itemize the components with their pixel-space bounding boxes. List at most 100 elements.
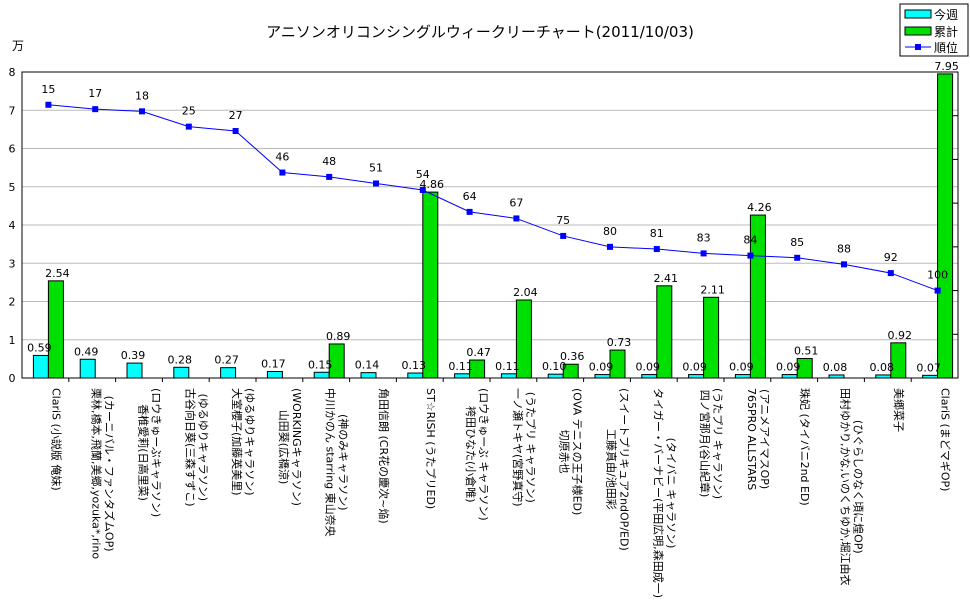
label-total: 2.11 bbox=[700, 283, 725, 296]
label-rank: 92 bbox=[884, 251, 898, 264]
label-weekly: 0.09 bbox=[729, 361, 754, 374]
bar-weekly bbox=[734, 374, 751, 379]
rank-point bbox=[373, 180, 379, 187]
bar-weekly bbox=[547, 373, 564, 379]
y-tick-label: 6 bbox=[9, 143, 16, 156]
rank-point bbox=[607, 243, 613, 250]
label-total: 0.51 bbox=[794, 344, 819, 357]
x-label-line: ST☆RISH (うたプリED) bbox=[424, 388, 437, 509]
x-label-line: ClariS (小説版 俺妹) bbox=[49, 388, 63, 491]
label-rank: 81 bbox=[650, 227, 664, 240]
label-weekly: 0.15 bbox=[308, 358, 333, 371]
label-rank: 85 bbox=[790, 236, 804, 249]
x-label-line: 中川かのん starring 東山奈央 bbox=[324, 388, 338, 537]
bar-weekly bbox=[126, 362, 143, 379]
label-weekly: 0.14 bbox=[355, 359, 380, 372]
x-label-line: (アニメアイマスOP) bbox=[758, 389, 771, 489]
x-label-line: (うたプリ キャラソン) bbox=[711, 388, 724, 499]
x-label-line: (タイバニ キャラソン) bbox=[664, 438, 677, 549]
label-weekly: 0.11 bbox=[448, 360, 473, 373]
rank-polyline bbox=[48, 104, 938, 292]
label-rank: 18 bbox=[135, 89, 149, 102]
x-label: ClariS (小説版 俺妹) bbox=[49, 388, 63, 491]
bar-weekly bbox=[641, 374, 658, 379]
legend-label-rank: 順位 bbox=[934, 40, 958, 55]
label-rank: 84 bbox=[743, 234, 757, 247]
label-rank: 100 bbox=[927, 269, 948, 282]
rank-point bbox=[139, 108, 145, 115]
rank-point bbox=[653, 246, 660, 253]
x-label: 765PRO ALLSTARS (アニメアイマスOP) bbox=[745, 388, 771, 490]
label-rank: 54 bbox=[416, 168, 430, 181]
y-tick-label: 4 bbox=[9, 219, 16, 232]
x-label-line: 765PRO ALLSTARS bbox=[745, 388, 758, 490]
label-weekly: 0.49 bbox=[74, 345, 99, 358]
x-label-line: 美郷菜子 bbox=[892, 388, 906, 432]
legend-swatch-total bbox=[904, 26, 932, 36]
label-weekly: 0.59 bbox=[27, 341, 52, 354]
legend-label-total: 累計 bbox=[934, 24, 958, 39]
x-label: ST☆RISH (うたプリED) bbox=[424, 388, 437, 509]
label-weekly: 0.27 bbox=[214, 354, 239, 367]
bar-weekly bbox=[173, 366, 190, 379]
label-weekly: 0.39 bbox=[121, 349, 146, 362]
rank-point bbox=[794, 254, 801, 261]
rank-point bbox=[513, 215, 520, 222]
x-label-line: 香椎愛莉(日高里菜) bbox=[137, 404, 151, 501]
x-label: ClariS (まどマギOP) bbox=[939, 388, 952, 491]
x-label-line: (カーニバル・ファンタズムOP) bbox=[103, 396, 117, 552]
x-label-line: 大室櫻子(加藤英美里) bbox=[230, 388, 244, 496]
x-label-line: 田村ゆかり,かな,いのくちゆか,堀江由衣 bbox=[839, 388, 853, 586]
bar-weekly bbox=[454, 373, 471, 379]
label-rank: 83 bbox=[697, 231, 711, 244]
label-rank: 17 bbox=[88, 87, 102, 100]
x-label: 角田信朗 (CR花の慶次~焔) bbox=[377, 388, 391, 524]
label-rank: 25 bbox=[182, 105, 196, 118]
x-label: 美郷菜子 bbox=[892, 388, 906, 432]
x-axis-labels: ClariS (小説版 俺妹) 栗林,橋本,飛蘭,美郷,yozuka*,rino(… bbox=[49, 388, 951, 598]
label-total: 0.89 bbox=[326, 330, 351, 343]
x-label: 四ノ宮那月(谷山紀章) (うたプリ キャラソン) bbox=[698, 388, 724, 499]
label-rank: 80 bbox=[603, 225, 617, 238]
x-label: 香椎愛莉(日高里菜) (ロウきゅーぶキャラソン) bbox=[137, 388, 163, 517]
rank-point bbox=[747, 252, 754, 259]
x-label-line: タイガー・バーナビー(平田広明,森田成一) bbox=[651, 388, 665, 598]
label-rank: 64 bbox=[463, 190, 477, 203]
x-label-line: (神のみキャラソン) bbox=[337, 414, 351, 511]
label-rank: 48 bbox=[322, 155, 336, 168]
plot-frame bbox=[21, 71, 959, 379]
label-total: 2.04 bbox=[513, 286, 538, 299]
x-label-line: 工藤真由/池田彩 bbox=[605, 429, 619, 510]
label-rank: 27 bbox=[229, 109, 243, 122]
y-tick-label: 5 bbox=[9, 181, 16, 194]
label-weekly: 0.13 bbox=[402, 359, 427, 372]
x-label-line: (ゆるゆりキャラソン) bbox=[243, 388, 256, 496]
bar-weekly bbox=[500, 373, 517, 379]
x-label: タイガー・バーナビー(平田広明,森田成一) (タイバニ キャラソン) bbox=[651, 388, 677, 598]
bar-weekly bbox=[220, 367, 237, 379]
bar-weekly bbox=[594, 374, 611, 379]
x-label: 袴田ひなた(小倉唯) (ロウきゅーぶ キャラソン) bbox=[464, 388, 490, 521]
rank-line bbox=[45, 101, 941, 294]
x-label-line: 珠妃 (タイバニ2nd ED) bbox=[798, 388, 812, 506]
x-label: 山田葵(広橋涼) (WORKINGキャラソン) bbox=[277, 388, 303, 506]
label-rank: 46 bbox=[275, 151, 289, 164]
y-tick-label: 1 bbox=[9, 334, 16, 347]
label-weekly: 0.08 bbox=[870, 361, 895, 374]
label-total: 2.54 bbox=[45, 267, 70, 280]
rank-point bbox=[700, 250, 707, 257]
label-weekly: 0.11 bbox=[495, 360, 520, 373]
x-label-line: (うたプリ キャラソン) bbox=[524, 392, 537, 503]
y-tick-label: 0 bbox=[9, 372, 16, 385]
rank-point bbox=[466, 208, 473, 215]
chart-title: アニソンオリコンシングルウィークリーチャート(2011/10/03) bbox=[266, 23, 694, 41]
y-tick-label: 7 bbox=[9, 104, 16, 117]
x-label-line: 一ノ瀬トキヤ(宮野真守) bbox=[511, 388, 525, 507]
label-weekly: 0.09 bbox=[682, 361, 707, 374]
x-label-line: (ひぐらしのなく頃に煌OP) bbox=[852, 420, 865, 554]
legend: 今週 累計 順位 bbox=[899, 3, 969, 57]
bar-weekly bbox=[688, 374, 705, 379]
x-label-line: (スイートプリキュア2ndOP/ED) bbox=[618, 388, 631, 551]
